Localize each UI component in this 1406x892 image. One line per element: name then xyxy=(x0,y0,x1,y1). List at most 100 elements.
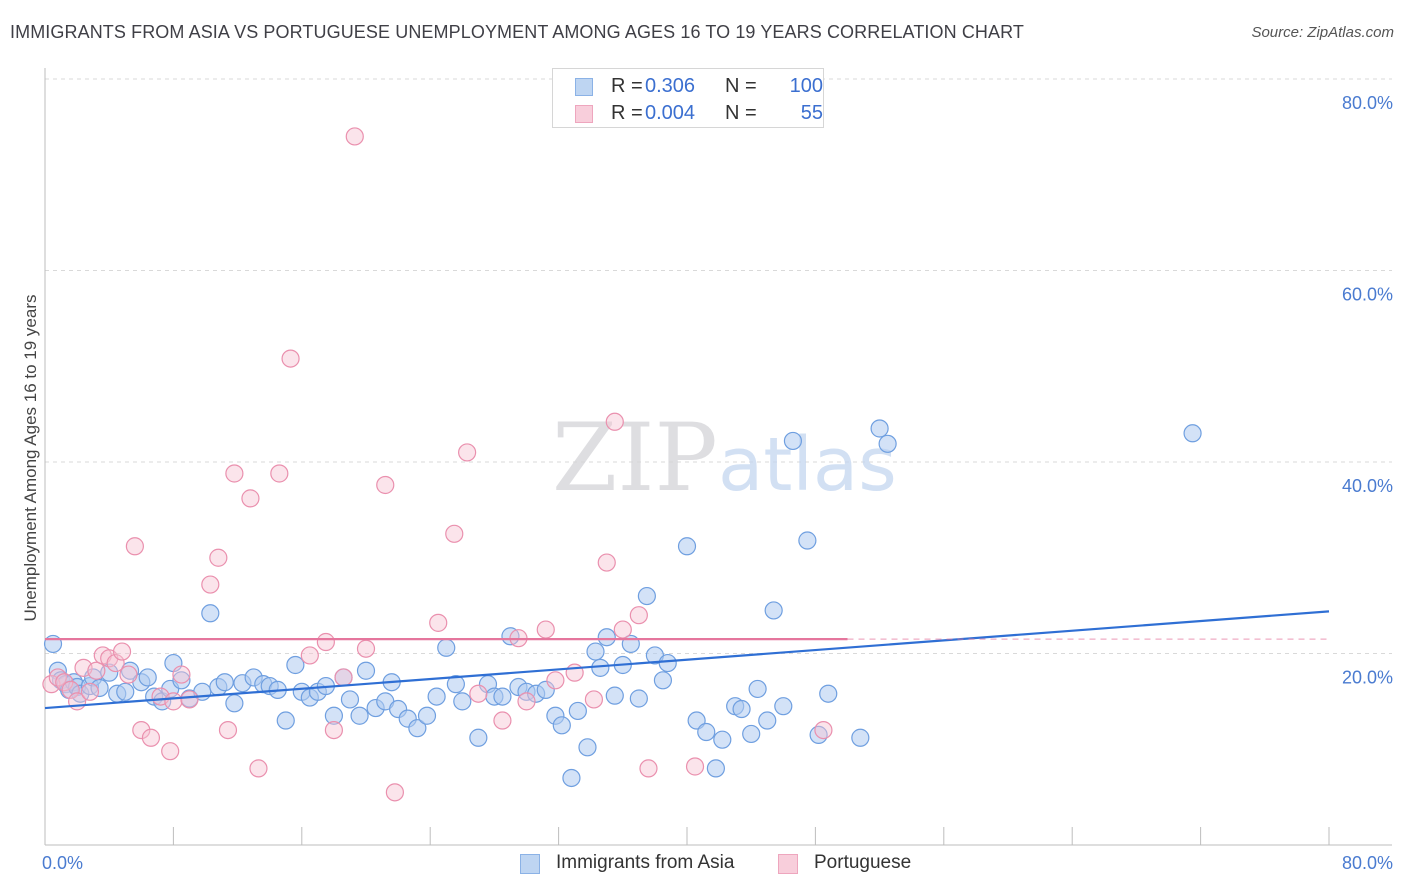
portuguese-point xyxy=(249,759,268,778)
r-value: 0.306 xyxy=(645,75,696,97)
portuguese-point xyxy=(613,620,632,639)
watermark-zip: ZIP xyxy=(552,404,718,513)
asia-point xyxy=(350,706,369,725)
asia-point xyxy=(43,634,63,654)
trend-lines xyxy=(44,610,1330,710)
portuguese-point xyxy=(61,680,80,699)
portuguese-point xyxy=(469,684,488,703)
portuguese-point xyxy=(605,412,624,431)
asia-point xyxy=(764,601,783,620)
y-axis-label: Unemployment Among Ages 16 to 19 years xyxy=(21,295,40,622)
portuguese-point xyxy=(445,524,464,543)
portuguese-point xyxy=(119,665,138,684)
portuguese-point xyxy=(316,632,335,652)
portuguese-point xyxy=(225,464,244,483)
portuguese-legend-swatch xyxy=(778,854,798,874)
y-tick-label: 80.0% xyxy=(1342,93,1393,113)
axes: 20.0% 40.0% 60.0% 80.0% 0.0% 80.0% xyxy=(42,68,1393,873)
portuguese-point xyxy=(493,711,512,730)
asia-point xyxy=(774,697,793,716)
y-tick-label: 60.0% xyxy=(1342,285,1393,305)
portuguese-point xyxy=(385,783,404,802)
portuguese-point xyxy=(814,720,833,740)
x-tick-label-max: 80.0% xyxy=(1342,853,1393,873)
asia-point xyxy=(748,679,767,699)
asia-point xyxy=(201,604,220,623)
asia-point xyxy=(225,694,244,713)
portuguese-point xyxy=(629,606,648,625)
portuguese-point xyxy=(172,665,191,684)
asia-point xyxy=(798,531,817,550)
asia-point xyxy=(324,706,343,725)
asia-point xyxy=(706,759,725,778)
asia-point xyxy=(713,730,732,749)
asia-point xyxy=(677,537,697,556)
portuguese-point xyxy=(639,759,658,778)
asia-point xyxy=(591,658,610,677)
asia-point xyxy=(878,434,897,453)
asia-point xyxy=(783,431,803,451)
portuguese-point xyxy=(536,620,555,639)
portuguese-point xyxy=(376,475,395,495)
n-label: N = xyxy=(725,102,757,124)
asia-point xyxy=(340,690,360,709)
portuguese-point xyxy=(458,443,477,462)
r-label: R = xyxy=(611,75,643,97)
portuguese-point xyxy=(161,742,180,761)
asia-point xyxy=(453,692,472,711)
portuguese-series-points xyxy=(42,127,833,802)
portuguese-point xyxy=(87,661,106,680)
watermark: ZIP atlas xyxy=(552,404,897,513)
asia-point xyxy=(446,675,465,694)
asia-point xyxy=(578,738,597,757)
portuguese-point xyxy=(300,646,319,665)
asia-point xyxy=(116,682,135,701)
asia-point xyxy=(732,699,751,719)
asia-point xyxy=(90,678,109,698)
portuguese-point xyxy=(164,692,183,711)
chart-title: IMMIGRANTS FROM ASIA VS PORTUGUESE UNEMP… xyxy=(10,22,1024,42)
asia-point xyxy=(138,668,157,687)
asia-point xyxy=(1183,424,1202,443)
asia-point xyxy=(172,671,191,690)
stats-legend: R = 0.306 N = 100 R = 0.004 N = 55 xyxy=(552,68,824,128)
asia-point xyxy=(629,689,648,708)
asia-point xyxy=(637,586,656,606)
asia-point xyxy=(536,680,555,699)
n-label: N = xyxy=(725,75,757,97)
asia-point xyxy=(427,687,446,706)
asia-point xyxy=(819,684,838,703)
portuguese-point xyxy=(597,553,616,572)
portuguese-point xyxy=(80,682,100,701)
y-tick-label: 20.0% xyxy=(1342,668,1393,688)
legend-label: Immigrants from Asia xyxy=(556,852,735,873)
r-label: R = xyxy=(611,102,643,124)
asia-point xyxy=(742,724,761,744)
legend-label: Portuguese xyxy=(814,852,912,873)
asia-point xyxy=(552,716,571,735)
n-value: 100 xyxy=(789,75,823,97)
portuguese-point xyxy=(546,671,565,690)
asia-point xyxy=(758,711,777,730)
x-tick-label-min: 0.0% xyxy=(42,853,83,873)
portuguese-point xyxy=(429,613,448,632)
asia-point xyxy=(469,728,488,747)
asia-point xyxy=(653,671,673,690)
asia-point xyxy=(437,638,456,657)
r-value: 0.004 xyxy=(645,102,696,124)
asia-point xyxy=(568,701,587,721)
asia-point xyxy=(597,628,616,647)
portuguese-point xyxy=(201,575,220,594)
portuguese-point xyxy=(132,720,151,740)
portuguese-point xyxy=(209,548,228,567)
grid xyxy=(45,78,1392,654)
portuguese-point xyxy=(141,728,161,747)
portuguese-point xyxy=(517,692,536,711)
asia-point xyxy=(417,706,437,725)
portuguese-point xyxy=(125,537,144,556)
portuguese-point xyxy=(218,720,238,740)
asia-point xyxy=(658,653,677,673)
portuguese-point xyxy=(334,668,353,687)
n-value: 55 xyxy=(800,102,823,124)
